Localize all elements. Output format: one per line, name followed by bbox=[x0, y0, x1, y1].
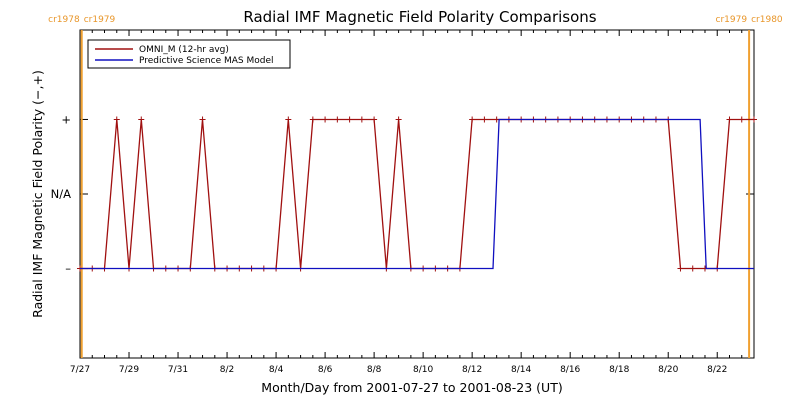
legend-entry: Predictive Science MAS Model bbox=[139, 56, 274, 66]
data-point bbox=[113, 116, 120, 123]
carrington-label-right: cr1979 bbox=[84, 15, 116, 25]
data-point bbox=[469, 116, 476, 123]
x-tick-label: 8/20 bbox=[658, 365, 678, 375]
x-tick-label: 8/2 bbox=[220, 365, 234, 375]
carrington-label-left: cr1978 bbox=[48, 15, 80, 25]
data-point bbox=[322, 116, 329, 123]
y-axis-label: Radial IMF Magnetic Field Polarity (−,+) bbox=[30, 70, 45, 318]
x-tick-label: 8/16 bbox=[560, 365, 580, 375]
legend: OMNI_M (12-hr avg)Predictive Science MAS… bbox=[87, 39, 291, 69]
data-point bbox=[285, 116, 292, 123]
x-tick-label: 8/12 bbox=[462, 365, 482, 375]
x-tick-label: 8/6 bbox=[318, 365, 333, 375]
data-point bbox=[371, 116, 378, 123]
x-tick-label: 8/22 bbox=[707, 365, 727, 375]
carrington-markers: cr1978 cr1979 cr1979 cr1980 bbox=[48, 15, 783, 358]
data-point bbox=[751, 116, 757, 123]
series-group bbox=[77, 116, 757, 272]
series-line-2 bbox=[80, 118, 754, 270]
legend-entry: OMNI_M (12-hr avg) bbox=[139, 45, 229, 55]
x-axis-label: Month/Day from 2001-07-27 to 2001-08-23 … bbox=[261, 380, 562, 395]
carrington-label-right: cr1980 bbox=[751, 15, 783, 25]
data-point bbox=[738, 116, 745, 123]
y-tick-label: – bbox=[65, 262, 71, 276]
data-point bbox=[726, 116, 733, 123]
x-tick-label: 8/10 bbox=[413, 365, 433, 375]
x-tick-label: 8/18 bbox=[609, 365, 629, 375]
data-point bbox=[199, 116, 206, 123]
legend-box bbox=[87, 39, 291, 69]
data-point bbox=[138, 116, 145, 123]
x-axis: 7/27 7/29 7/31 8/2 8/4 8/6 8/8 8/10 8/12 8/14 8/16… bbox=[70, 30, 755, 375]
x-tick-label: 8/4 bbox=[269, 365, 284, 375]
data-point bbox=[309, 116, 316, 123]
data-point bbox=[677, 265, 684, 272]
data-point bbox=[334, 116, 341, 123]
x-tick-label: 8/14 bbox=[511, 365, 531, 375]
x-tick-label: 8/8 bbox=[367, 365, 382, 375]
plot-frame bbox=[79, 29, 755, 359]
y-tick-label: N/A bbox=[51, 187, 71, 201]
chart-title: Radial IMF Magnetic Field Polarity Compa… bbox=[243, 8, 596, 26]
data-point bbox=[689, 265, 696, 272]
carrington-label-left: cr1979 bbox=[716, 15, 748, 25]
x-tick-label: 7/27 bbox=[70, 365, 90, 375]
y-tick-label: + bbox=[61, 112, 71, 126]
data-point bbox=[481, 116, 488, 123]
x-tick-label: 7/29 bbox=[119, 365, 139, 375]
x-tick-label: 7/31 bbox=[168, 365, 188, 375]
y-axis: + N/A – bbox=[51, 112, 754, 276]
series-line-1 bbox=[80, 118, 754, 270]
data-point bbox=[395, 116, 402, 123]
data-point bbox=[358, 116, 365, 123]
data-point bbox=[346, 116, 353, 123]
